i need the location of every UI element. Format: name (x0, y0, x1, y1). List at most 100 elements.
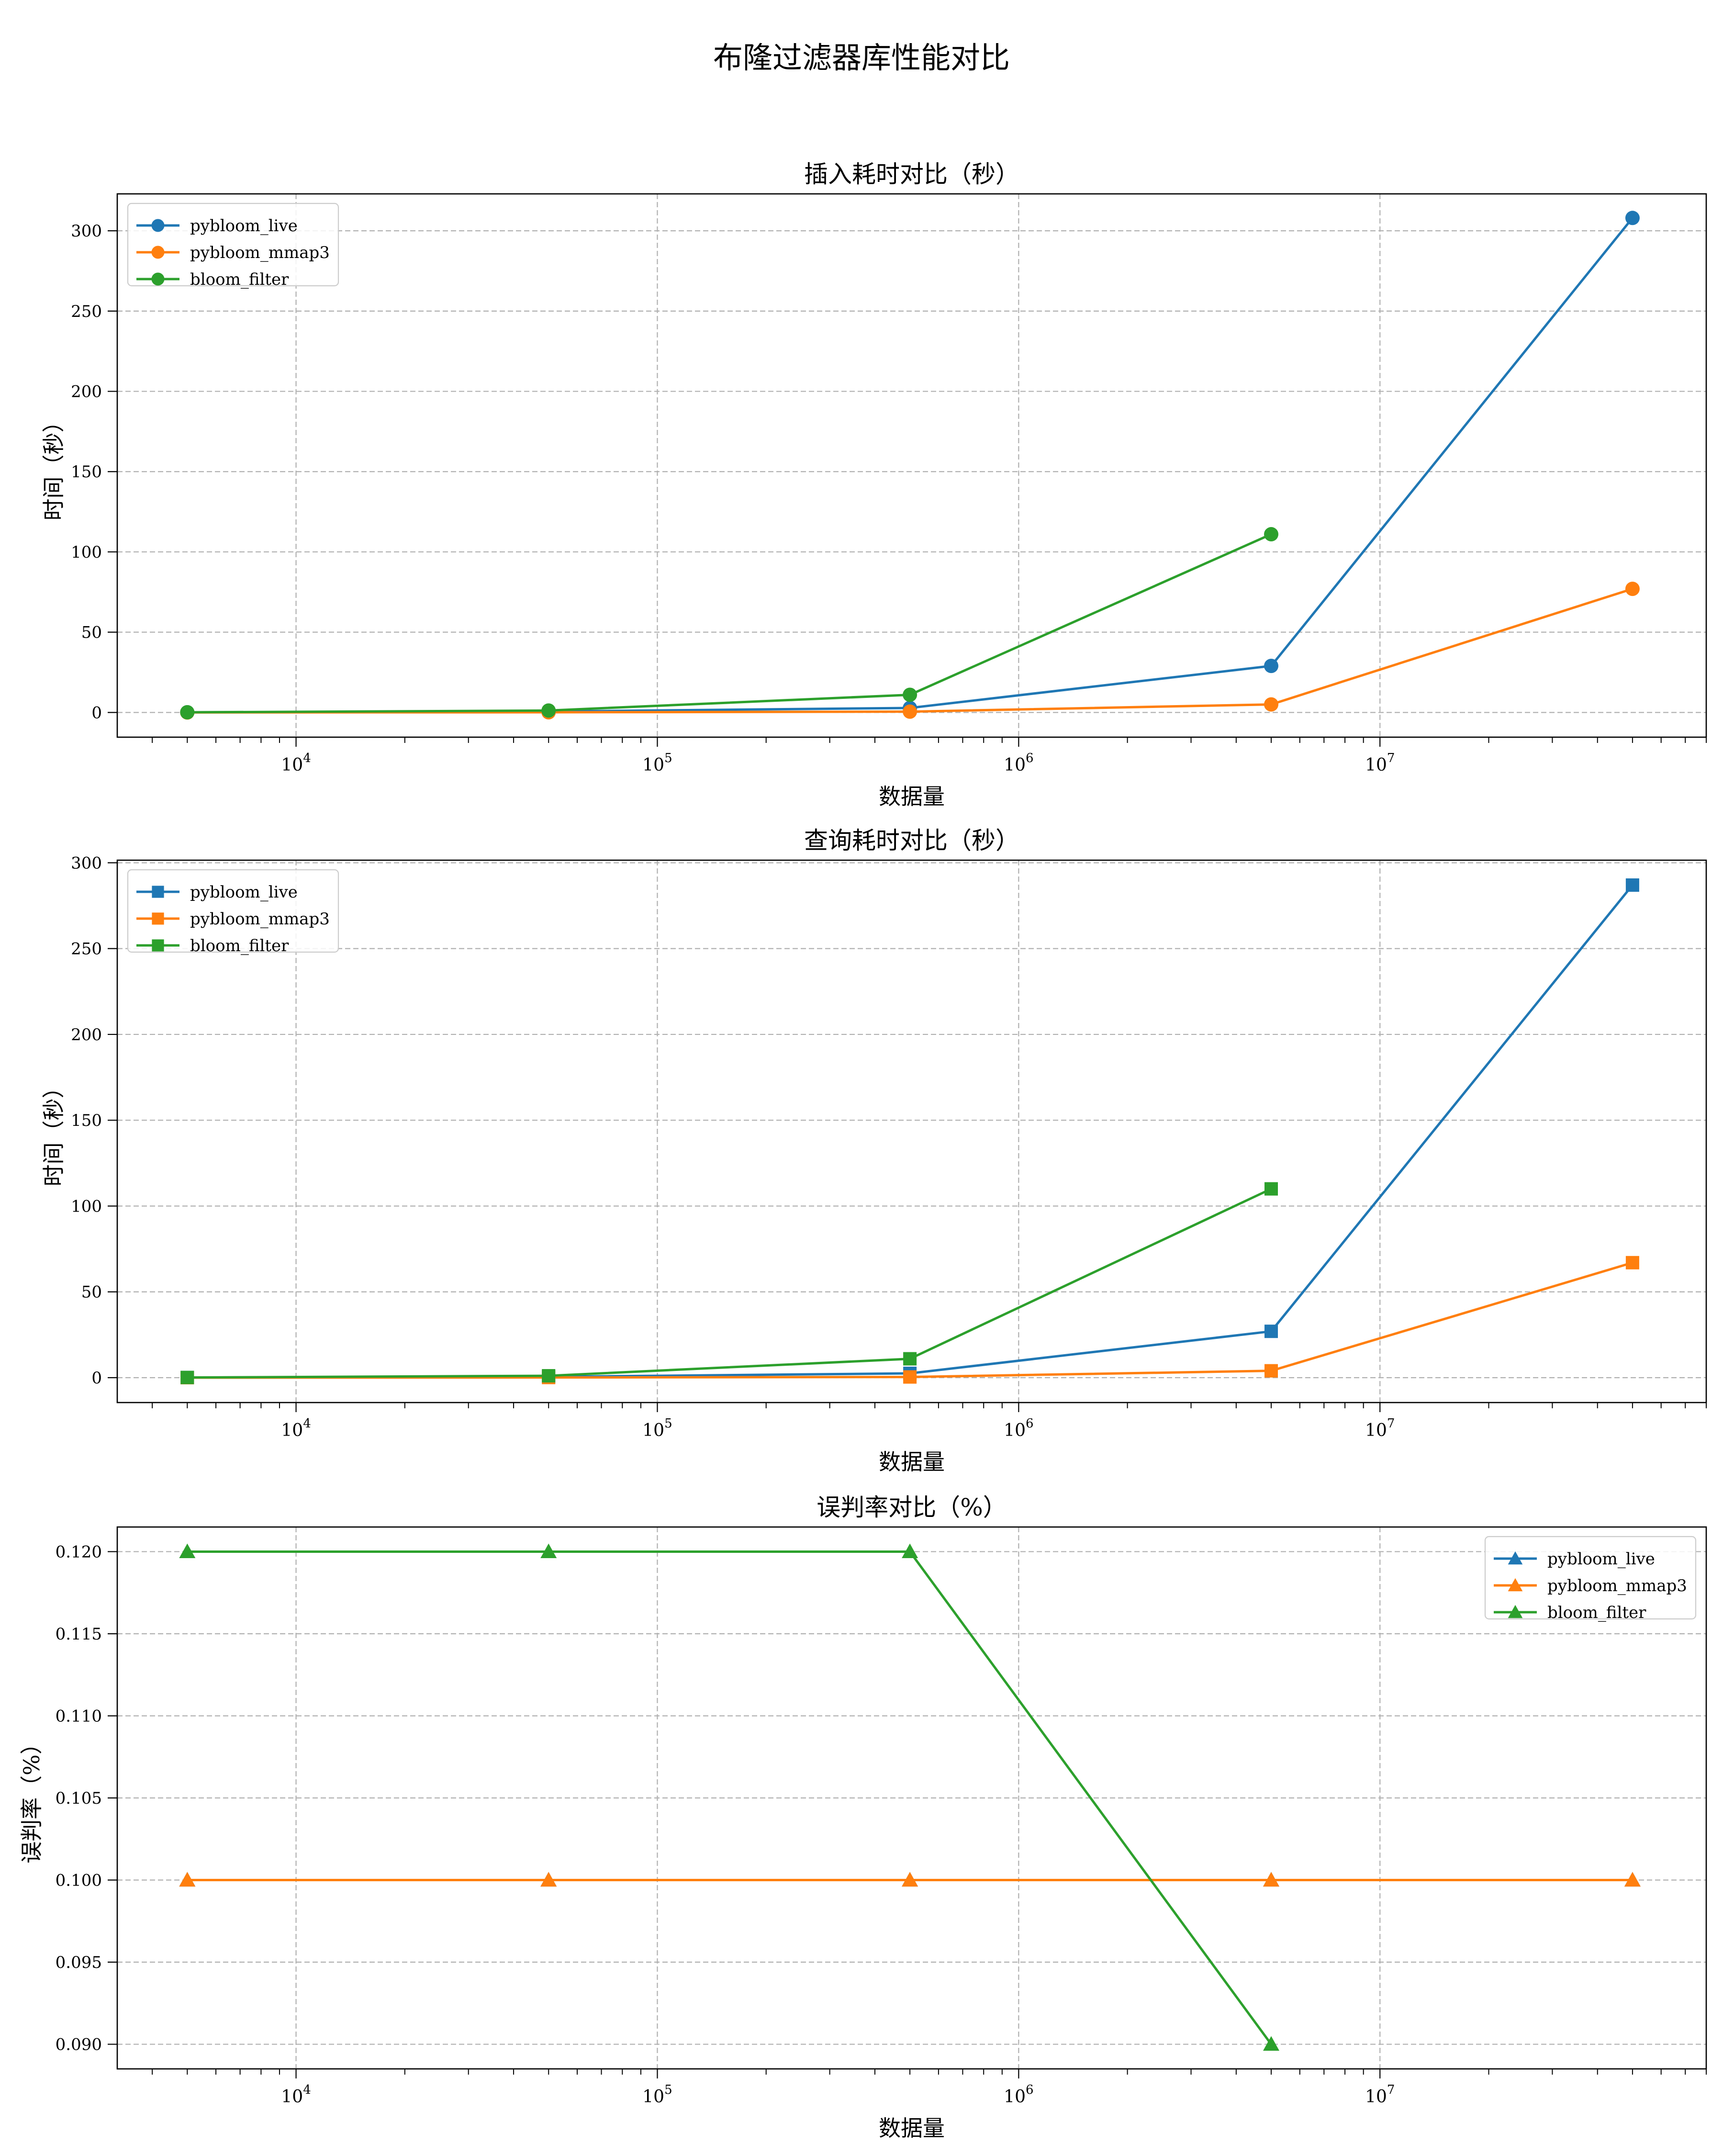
data-point-pybloom_mmap3-4 (1264, 697, 1279, 712)
y-tick-label-3: 100 (71, 543, 102, 562)
x-tick-label-1: 104 (281, 2083, 311, 2107)
x-tick-label-2: 105 (642, 2083, 672, 2107)
y-tick-label-2: 0.095 (56, 1953, 102, 1972)
chart-panel-3: 104 105 106 107 0.090 0.095 0.100 0.105 0.110 0.1… (19, 1493, 1707, 2141)
data-point-pybloom_mmap3-2 (540, 1872, 557, 1887)
data-point-bloom_filter-2 (540, 1543, 557, 1559)
x-tick-label-2: 105 (642, 1416, 672, 1440)
y-axis-label: 误判率（%） (19, 1732, 45, 1864)
data-point-pybloom_live-5 (1625, 211, 1640, 225)
y-tick-label-3: 0.100 (56, 1871, 102, 1890)
x-tick-label-4: 107 (1365, 751, 1395, 775)
x-tick-label-1: 104 (281, 751, 311, 775)
data-point-pybloom_mmap3-3 (903, 704, 917, 719)
x-axis-label: 数据量 (879, 2115, 945, 2141)
legend-marker-bloom_filter (1508, 1605, 1523, 1618)
data-point-pybloom_mmap3-5 (1625, 1256, 1639, 1269)
x-axis-label: 数据量 (879, 784, 945, 809)
data-point-pybloom_mmap3-5 (1625, 582, 1640, 596)
legend-label-pybloom_live: pybloom_live (190, 216, 298, 236)
y-tick-label-5: 200 (71, 382, 102, 402)
x-axis-label: 数据量 (879, 1449, 945, 1475)
y-tick-label-1: 0 (91, 1369, 102, 1388)
y-tick-label-6: 250 (71, 940, 102, 959)
data-point-pybloom_live-5 (1625, 878, 1639, 892)
series-line-pybloom_live (186, 884, 1634, 1379)
y-tick-label-5: 0.110 (56, 1707, 102, 1726)
legend-label-bloom_filter: bloom_filter (190, 270, 289, 289)
y-tick-label-3: 100 (71, 1197, 102, 1216)
data-point-pybloom_mmap3-5 (1624, 1872, 1641, 1887)
legend-marker-bloom_filter (152, 939, 164, 952)
legend-box (127, 202, 339, 287)
chart-title: 查询耗时对比（秒） (804, 827, 1019, 854)
data-point-pybloom_live-4 (1264, 659, 1279, 674)
data-point-bloom_filter-2 (541, 703, 556, 718)
axes-frame (116, 1526, 1707, 2070)
chart-panel-2: 104 105 106 107 0 50 100 150 200 250 300 查询耗时对比（秒） 数… (41, 827, 1707, 1475)
data-point-bloom_filter-3 (903, 1352, 917, 1366)
legend-label-pybloom_mmap3: pybloom_mmap3 (190, 243, 330, 262)
series-line-pybloom_live (186, 216, 1634, 714)
x-tick-label-3: 106 (1004, 2083, 1033, 2107)
y-tick-label-1: 0.090 (56, 2035, 102, 2055)
x-tick-label-3: 106 (1004, 751, 1033, 775)
legend-marker-pybloom_mmap3 (152, 912, 164, 925)
data-point-bloom_filter-2 (542, 1369, 556, 1383)
y-tick-label-7: 300 (71, 853, 102, 873)
x-tick-label-2: 105 (642, 751, 672, 775)
legend-marker-pybloom_live (1508, 1551, 1523, 1565)
legend-label-pybloom_live: pybloom_live (1547, 1550, 1655, 1569)
chart-title: 误判率对比（%） (817, 1493, 1007, 1521)
axes-frame (116, 193, 1707, 738)
figure-title: 布隆过滤器库性能对比 (713, 40, 1010, 75)
y-tick-label-5: 200 (71, 1025, 102, 1044)
x-tick-label-1: 104 (281, 1416, 311, 1440)
x-tick-label-3: 106 (1004, 1416, 1033, 1440)
plot-area (180, 211, 1640, 720)
legend: pybloom_live pybloom_mmap3 bloom_filter (1484, 1536, 1697, 1622)
y-tick-label-7: 0.120 (56, 1542, 102, 1561)
y-tick-label-4: 150 (71, 462, 102, 482)
legend-marker-pybloom_live (152, 886, 164, 898)
data-point-pybloom_mmap3-1 (179, 1872, 196, 1887)
y-tick-label-4: 0.105 (56, 1789, 102, 1808)
x-tick-label-4: 107 (1365, 2083, 1395, 2107)
legend-marker-pybloom_mmap3 (151, 246, 165, 259)
series-line-bloom_filter (186, 1188, 1273, 1379)
data-point-pybloom_mmap3-4 (1263, 1872, 1280, 1887)
y-tick-label-2: 50 (81, 1283, 102, 1302)
legend-label-pybloom_mmap3: pybloom_mmap3 (190, 910, 330, 929)
y-tick-label-4: 150 (71, 1111, 102, 1130)
legend-label-pybloom_mmap3: pybloom_mmap3 (1547, 1576, 1687, 1595)
legend: pybloom_live pybloom_mmap3 bloom_filter (127, 869, 339, 955)
y-tick-label-7: 300 (71, 222, 102, 241)
data-point-bloom_filter-1 (180, 705, 195, 720)
data-point-pybloom_mmap3-4 (1264, 1364, 1278, 1378)
series-line-bloom_filter (186, 533, 1273, 714)
chart-title: 插入耗时对比（秒） (804, 160, 1019, 188)
legend: pybloom_live pybloom_mmap3 bloom_filter (127, 202, 339, 289)
data-point-bloom_filter-3 (903, 687, 917, 702)
y-axis-label: 时间（秒） (41, 1077, 67, 1187)
data-point-bloom_filter-4 (1264, 527, 1279, 542)
y-tick-label-6: 250 (71, 302, 102, 321)
legend-box (127, 869, 339, 953)
data-point-pybloom_mmap3-3 (903, 1370, 917, 1384)
legend-marker-pybloom_live (151, 219, 165, 232)
legend-marker-bloom_filter (151, 272, 165, 286)
data-point-bloom_filter-1 (180, 1370, 194, 1384)
data-point-pybloom_mmap3-3 (902, 1872, 918, 1887)
data-point-bloom_filter-1 (179, 1543, 196, 1559)
y-tick-label-6: 0.115 (56, 1625, 102, 1644)
legend-box (1484, 1536, 1697, 1620)
data-point-pybloom_live-4 (1264, 1325, 1278, 1338)
y-tick-label-1: 0 (91, 703, 102, 722)
legend-label-bloom_filter: bloom_filter (190, 936, 289, 955)
axes-frame (116, 859, 1707, 1404)
series-line-bloom_filter (186, 1550, 1273, 2046)
y-axis-label: 时间（秒） (41, 411, 67, 521)
plot-area (180, 878, 1639, 1385)
